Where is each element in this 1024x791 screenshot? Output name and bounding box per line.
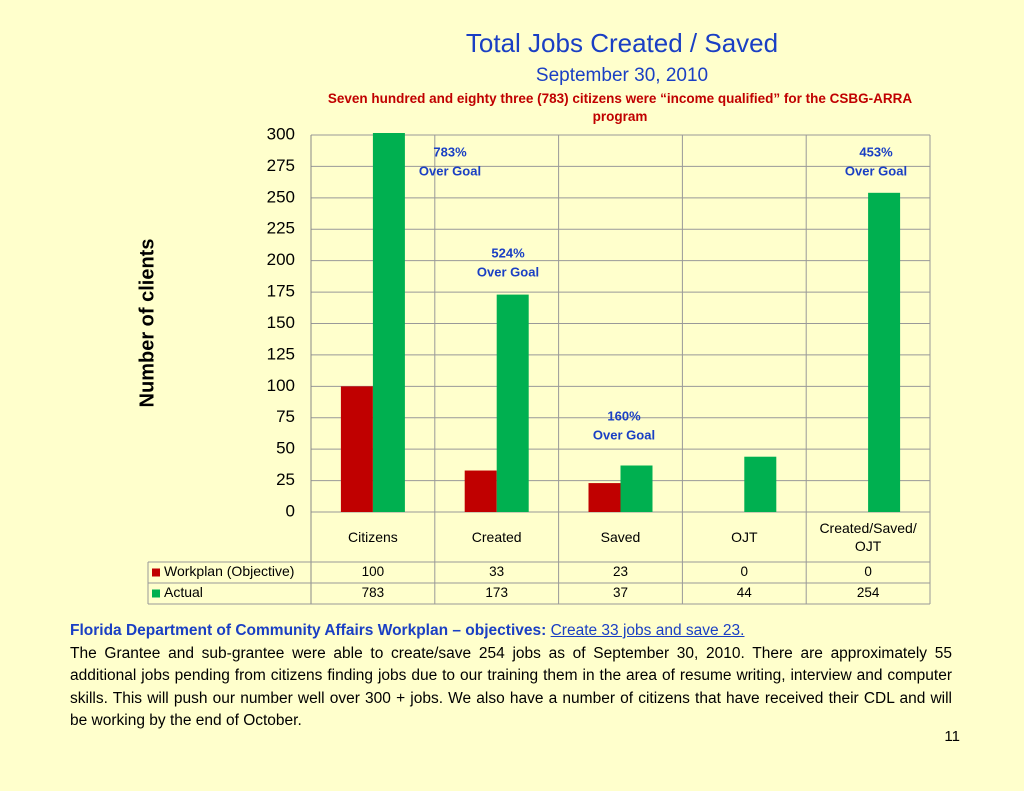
bar: [372, 133, 405, 512]
legend-swatch: [152, 568, 160, 577]
y-tick-label: 225: [267, 219, 295, 238]
y-tick-label: 200: [267, 250, 295, 269]
table-value: 0: [864, 564, 872, 579]
y-tick-label: 125: [267, 344, 295, 363]
bar: [496, 294, 529, 512]
page-number: 11: [944, 728, 960, 745]
x-tick-label: Created: [471, 529, 522, 545]
x-tick-label: Saved: [600, 529, 641, 545]
heading: Florida Department of Community Affairs …: [70, 622, 547, 639]
body-text: Florida Department of Community Affairs …: [70, 620, 952, 733]
y-tick-label: 250: [267, 187, 295, 206]
objective: Create 33 jobs and save 23.: [550, 622, 745, 639]
table-value: 33: [489, 564, 504, 579]
table-value: 254: [857, 585, 880, 600]
table-value: 44: [737, 585, 753, 600]
category-cell: Saved: [600, 529, 641, 545]
bar: [340, 386, 373, 512]
table-value: 23: [613, 564, 628, 579]
annotation-pct: 524%: [491, 245, 525, 260]
y-tick-label: 300: [267, 124, 295, 143]
y-tick-label: 175: [267, 282, 295, 301]
x-tick-label: Created/Saved/ OJT: [819, 520, 917, 554]
bars: [340, 133, 901, 512]
x-tick-label: Citizens: [348, 529, 398, 545]
chart-note: Seven hundred and eighty three (783) cit…: [327, 91, 913, 124]
chart-subtitle: September 30, 2010: [536, 65, 708, 86]
category-cell: Created/Saved/ OJT: [819, 520, 917, 554]
y-tick-label: 75: [276, 407, 295, 426]
y-tick-label: 50: [276, 439, 295, 458]
annotation-pct: 453%: [859, 144, 893, 159]
note-box: Seven hundred and eighty three (783) cit…: [327, 91, 913, 124]
annotation-text: Over Goal: [845, 163, 907, 178]
table-value: 100: [362, 564, 385, 579]
table-value: 0: [741, 564, 749, 579]
annotation-text: Over Goal: [419, 163, 481, 178]
y-tick-label: 150: [267, 313, 295, 332]
y-tick-label: 0: [286, 501, 295, 520]
legend-swatch: [152, 589, 160, 598]
y-tick-label: 100: [267, 376, 295, 395]
annotation-text: Over Goal: [593, 427, 655, 442]
x-tick-label: OJT: [731, 529, 758, 545]
bar: [588, 483, 621, 512]
y-axis-label: Number of clients: [136, 239, 158, 408]
annotation-pct: 160%: [607, 408, 641, 423]
annotation-pct: 783%: [433, 144, 467, 159]
category-cell: Citizens: [348, 529, 398, 545]
paragraph: The Grantee and sub-grantee were able to…: [70, 644, 952, 730]
bar: [464, 470, 497, 512]
y-tick-label: 275: [267, 156, 295, 175]
bar: [620, 465, 653, 512]
chart-title: Total Jobs Created / Saved: [466, 28, 778, 58]
y-tick-label: 25: [276, 470, 295, 489]
annotation-text: Over Goal: [477, 264, 539, 279]
table-value: 37: [613, 585, 628, 600]
table-value: 173: [485, 585, 508, 600]
table-value: 783: [362, 585, 385, 600]
chart: Total Jobs Created / Saved September 30,…: [136, 28, 931, 605]
category-cell: Created: [471, 529, 522, 545]
category-cell: OJT: [731, 529, 758, 545]
bar: [868, 192, 901, 512]
legend-label: Workplan (Objective): [164, 563, 294, 579]
legend-label: Actual: [164, 584, 203, 600]
bar: [744, 456, 777, 512]
